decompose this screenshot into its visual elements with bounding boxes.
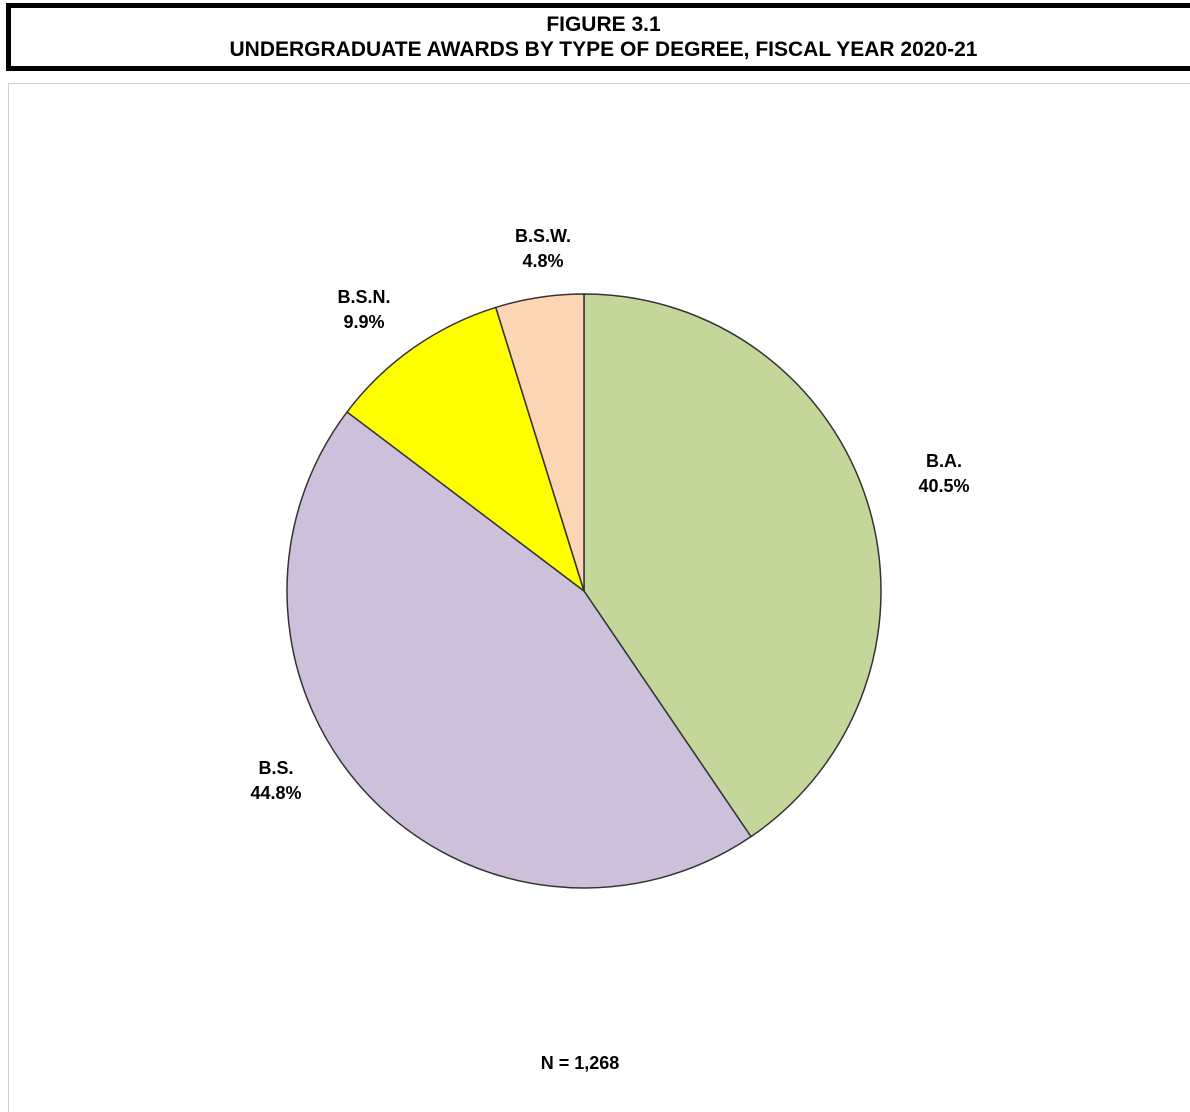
- slice-label-b-a: B.A.: [926, 451, 962, 471]
- slice-value-b-s-w: 4.8%: [522, 251, 563, 271]
- figure-title-box: FIGURE 3.1 UNDERGRADUATE AWARDS BY TYPE …: [6, 3, 1190, 71]
- pie-slice-b-s: [286, 410, 752, 889]
- slice-value-b-s-n: 9.9%: [343, 312, 384, 332]
- slice-label-b-s: B.S.: [258, 758, 293, 778]
- slice-label-b-s-n: B.S.N.: [337, 287, 390, 307]
- slice-value-b-a: 40.5%: [918, 476, 969, 496]
- pie-slice-b-s-n: [346, 306, 586, 594]
- sample-size-note: N = 1,268: [540, 1053, 620, 1073]
- figure-number: FIGURE 3.1: [546, 13, 661, 36]
- pie-slice-b-s-w: [494, 293, 585, 592]
- slice-value-b-s: 44.8%: [250, 783, 301, 803]
- slice-label-b-s-w: B.S.W.: [515, 226, 571, 246]
- figure-title: UNDERGRADUATE AWARDS BY TYPE OF DEGREE, …: [229, 38, 978, 61]
- pie-slice-b-a: [583, 293, 882, 838]
